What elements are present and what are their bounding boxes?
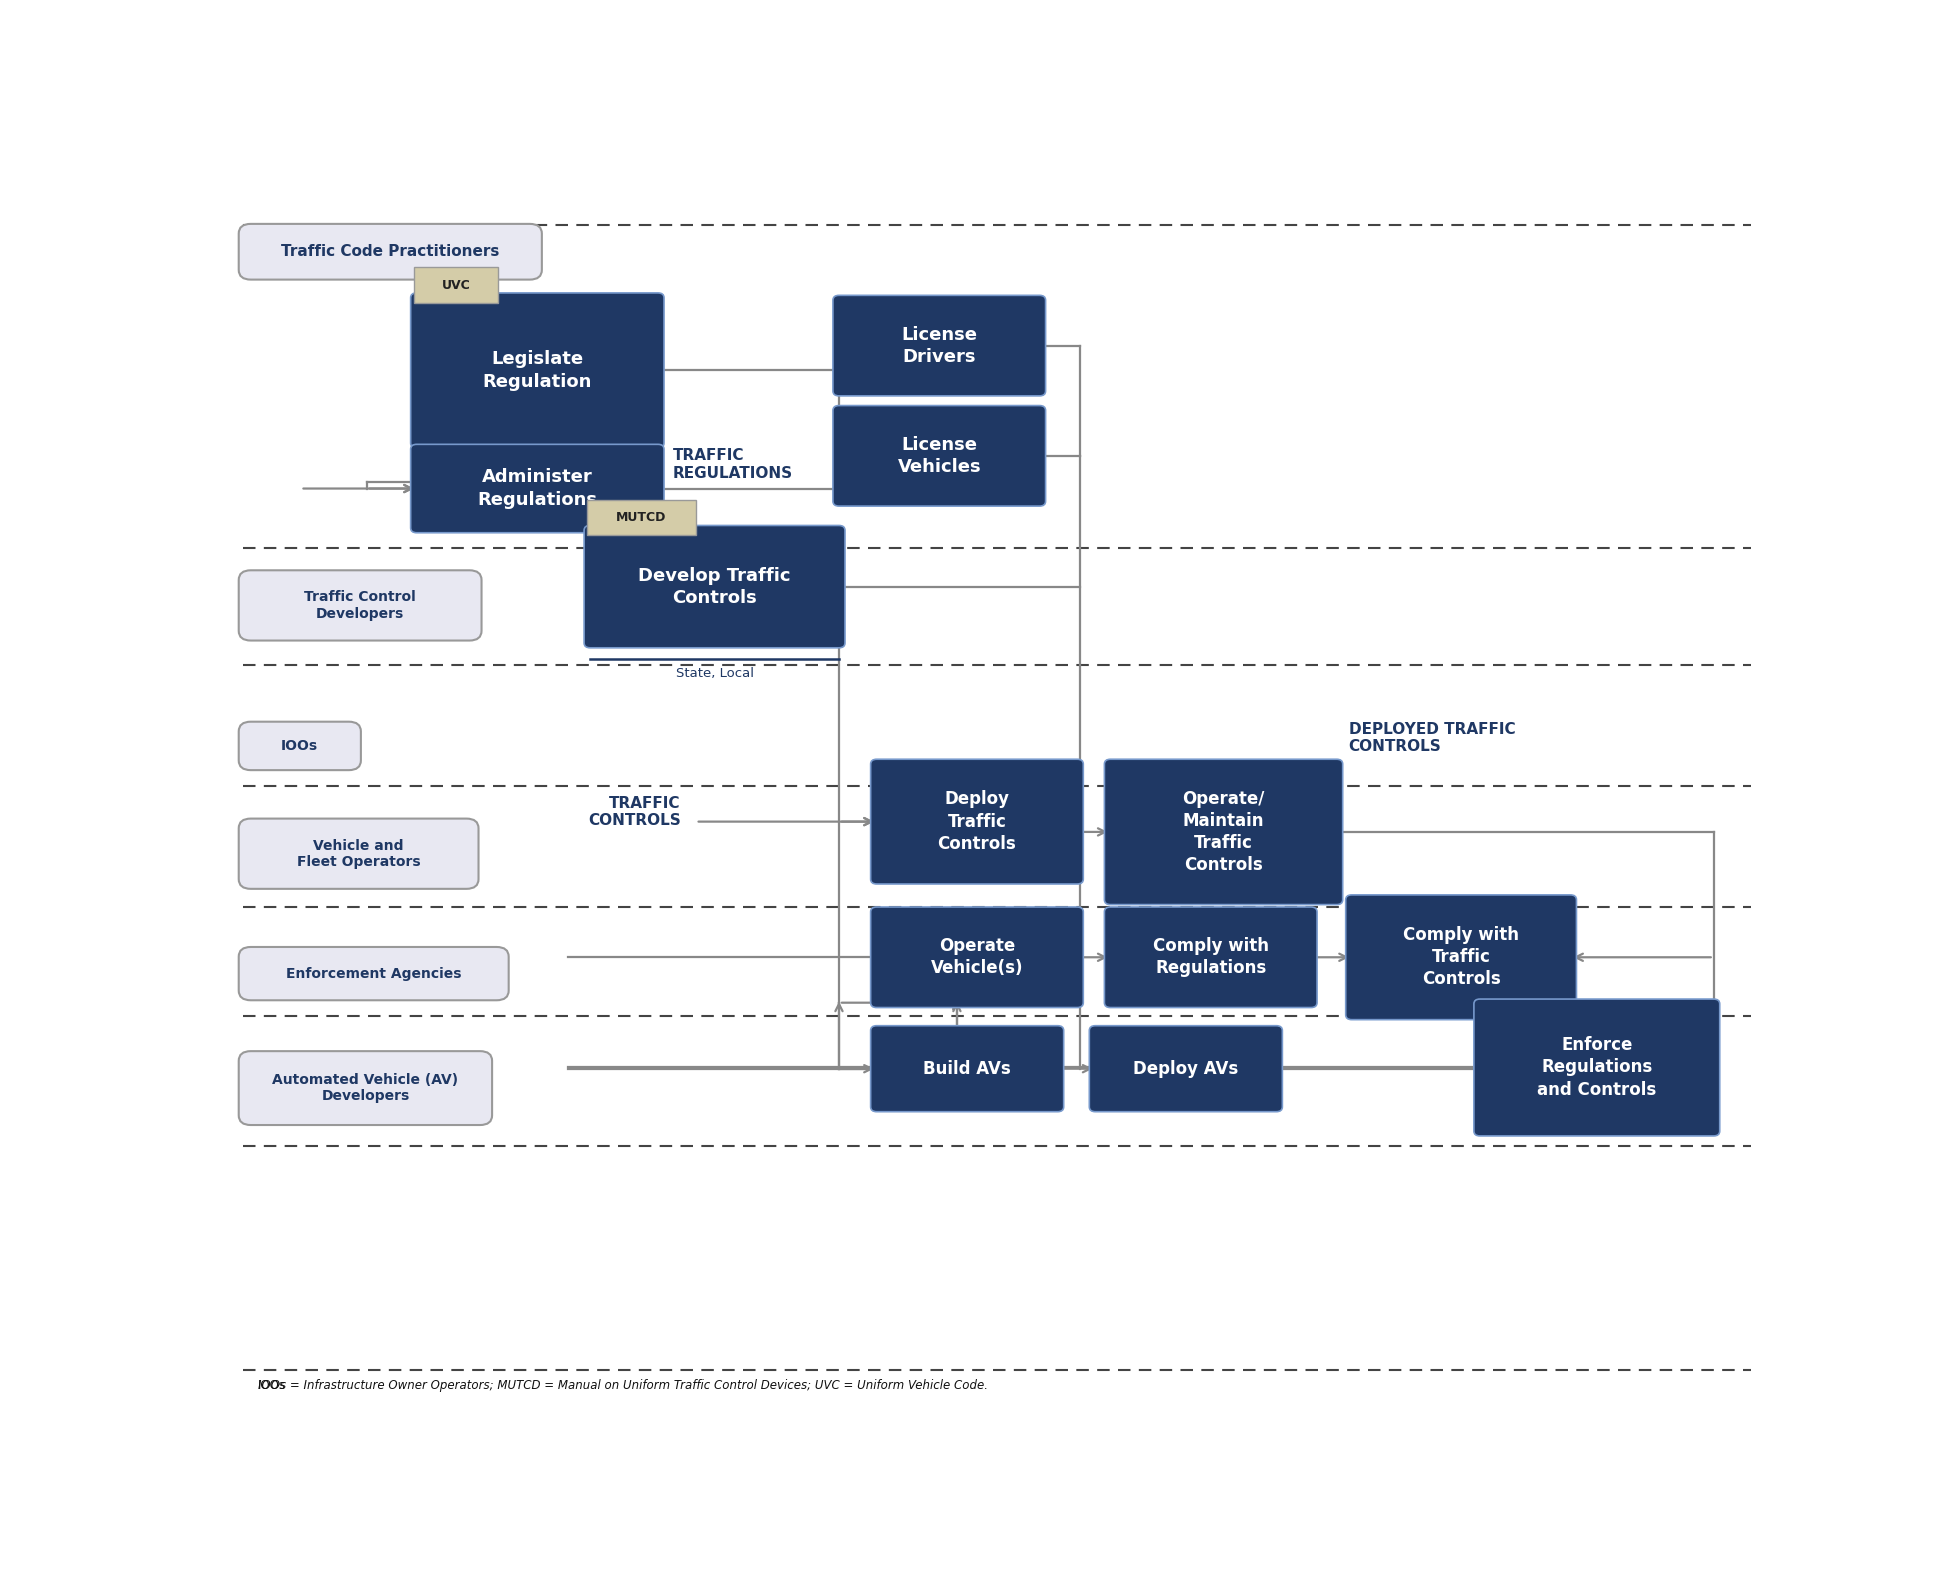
FancyBboxPatch shape — [239, 571, 481, 640]
FancyBboxPatch shape — [239, 947, 508, 1000]
FancyBboxPatch shape — [1473, 999, 1720, 1136]
FancyBboxPatch shape — [239, 1051, 492, 1125]
Text: MUTCD: MUTCD — [617, 511, 667, 524]
FancyBboxPatch shape — [414, 267, 498, 302]
Text: Deploy AVs: Deploy AVs — [1133, 1060, 1238, 1078]
FancyBboxPatch shape — [1090, 1026, 1282, 1112]
FancyBboxPatch shape — [870, 760, 1084, 884]
Text: Operate/
Maintain
Traffic
Controls: Operate/ Maintain Traffic Controls — [1183, 790, 1265, 875]
Text: Traffic Control
Developers: Traffic Control Developers — [304, 590, 416, 620]
Text: License
Drivers: License Drivers — [901, 326, 977, 365]
Text: IOOs: IOOs — [282, 739, 319, 753]
Text: Deploy
Traffic
Controls: Deploy Traffic Controls — [938, 790, 1016, 853]
Text: IOOs = Infrastructure Owner Operators; MUTCD = Manual on Uniform Traffic Control: IOOs = Infrastructure Owner Operators; M… — [259, 1380, 989, 1392]
FancyBboxPatch shape — [1105, 760, 1343, 904]
FancyBboxPatch shape — [1347, 895, 1576, 1019]
Text: TRAFFIC
REGULATIONS: TRAFFIC REGULATIONS — [673, 448, 794, 480]
Text: TRAFFIC
CONTROLS: TRAFFIC CONTROLS — [588, 796, 681, 827]
FancyBboxPatch shape — [870, 908, 1084, 1008]
FancyBboxPatch shape — [239, 722, 360, 771]
Text: IOOs: IOOs — [259, 1380, 286, 1392]
Text: Traffic Code Practitioners: Traffic Code Practitioners — [280, 244, 500, 260]
Text: Automated Vehicle (AV)
Developers: Automated Vehicle (AV) Developers — [272, 1073, 459, 1103]
Text: Build AVs: Build AVs — [922, 1060, 1012, 1078]
FancyBboxPatch shape — [411, 444, 664, 533]
Text: Operate
Vehicle(s): Operate Vehicle(s) — [930, 938, 1024, 977]
Text: Enforcement Agencies: Enforcement Agencies — [286, 967, 461, 980]
Text: Enforce
Regulations
and Controls: Enforce Regulations and Controls — [1537, 1037, 1656, 1098]
Text: Develop Traffic
Controls: Develop Traffic Controls — [638, 566, 790, 607]
FancyBboxPatch shape — [833, 296, 1045, 396]
FancyBboxPatch shape — [239, 223, 541, 280]
FancyBboxPatch shape — [239, 818, 479, 889]
FancyBboxPatch shape — [411, 293, 664, 448]
Text: UVC: UVC — [442, 278, 471, 291]
FancyBboxPatch shape — [1105, 908, 1317, 1008]
Text: License
Vehicles: License Vehicles — [897, 436, 981, 477]
Text: Administer
Regulations: Administer Regulations — [477, 469, 597, 508]
Text: Vehicle and
Fleet Operators: Vehicle and Fleet Operators — [298, 838, 420, 868]
Text: Federal, State, Local: Federal, State, Local — [469, 467, 605, 480]
Text: DEPLOYED TRAFFIC
CONTROLS: DEPLOYED TRAFFIC CONTROLS — [1349, 722, 1516, 755]
FancyBboxPatch shape — [584, 525, 845, 648]
Text: Comply with
Traffic
Controls: Comply with Traffic Controls — [1403, 926, 1520, 988]
Text: Legislate
Regulation: Legislate Regulation — [483, 351, 592, 390]
FancyBboxPatch shape — [870, 1026, 1064, 1112]
FancyBboxPatch shape — [833, 406, 1045, 507]
Text: State, Local: State, Local — [675, 667, 753, 680]
FancyBboxPatch shape — [588, 500, 697, 535]
Text: Comply with
Regulations: Comply with Regulations — [1152, 938, 1269, 977]
